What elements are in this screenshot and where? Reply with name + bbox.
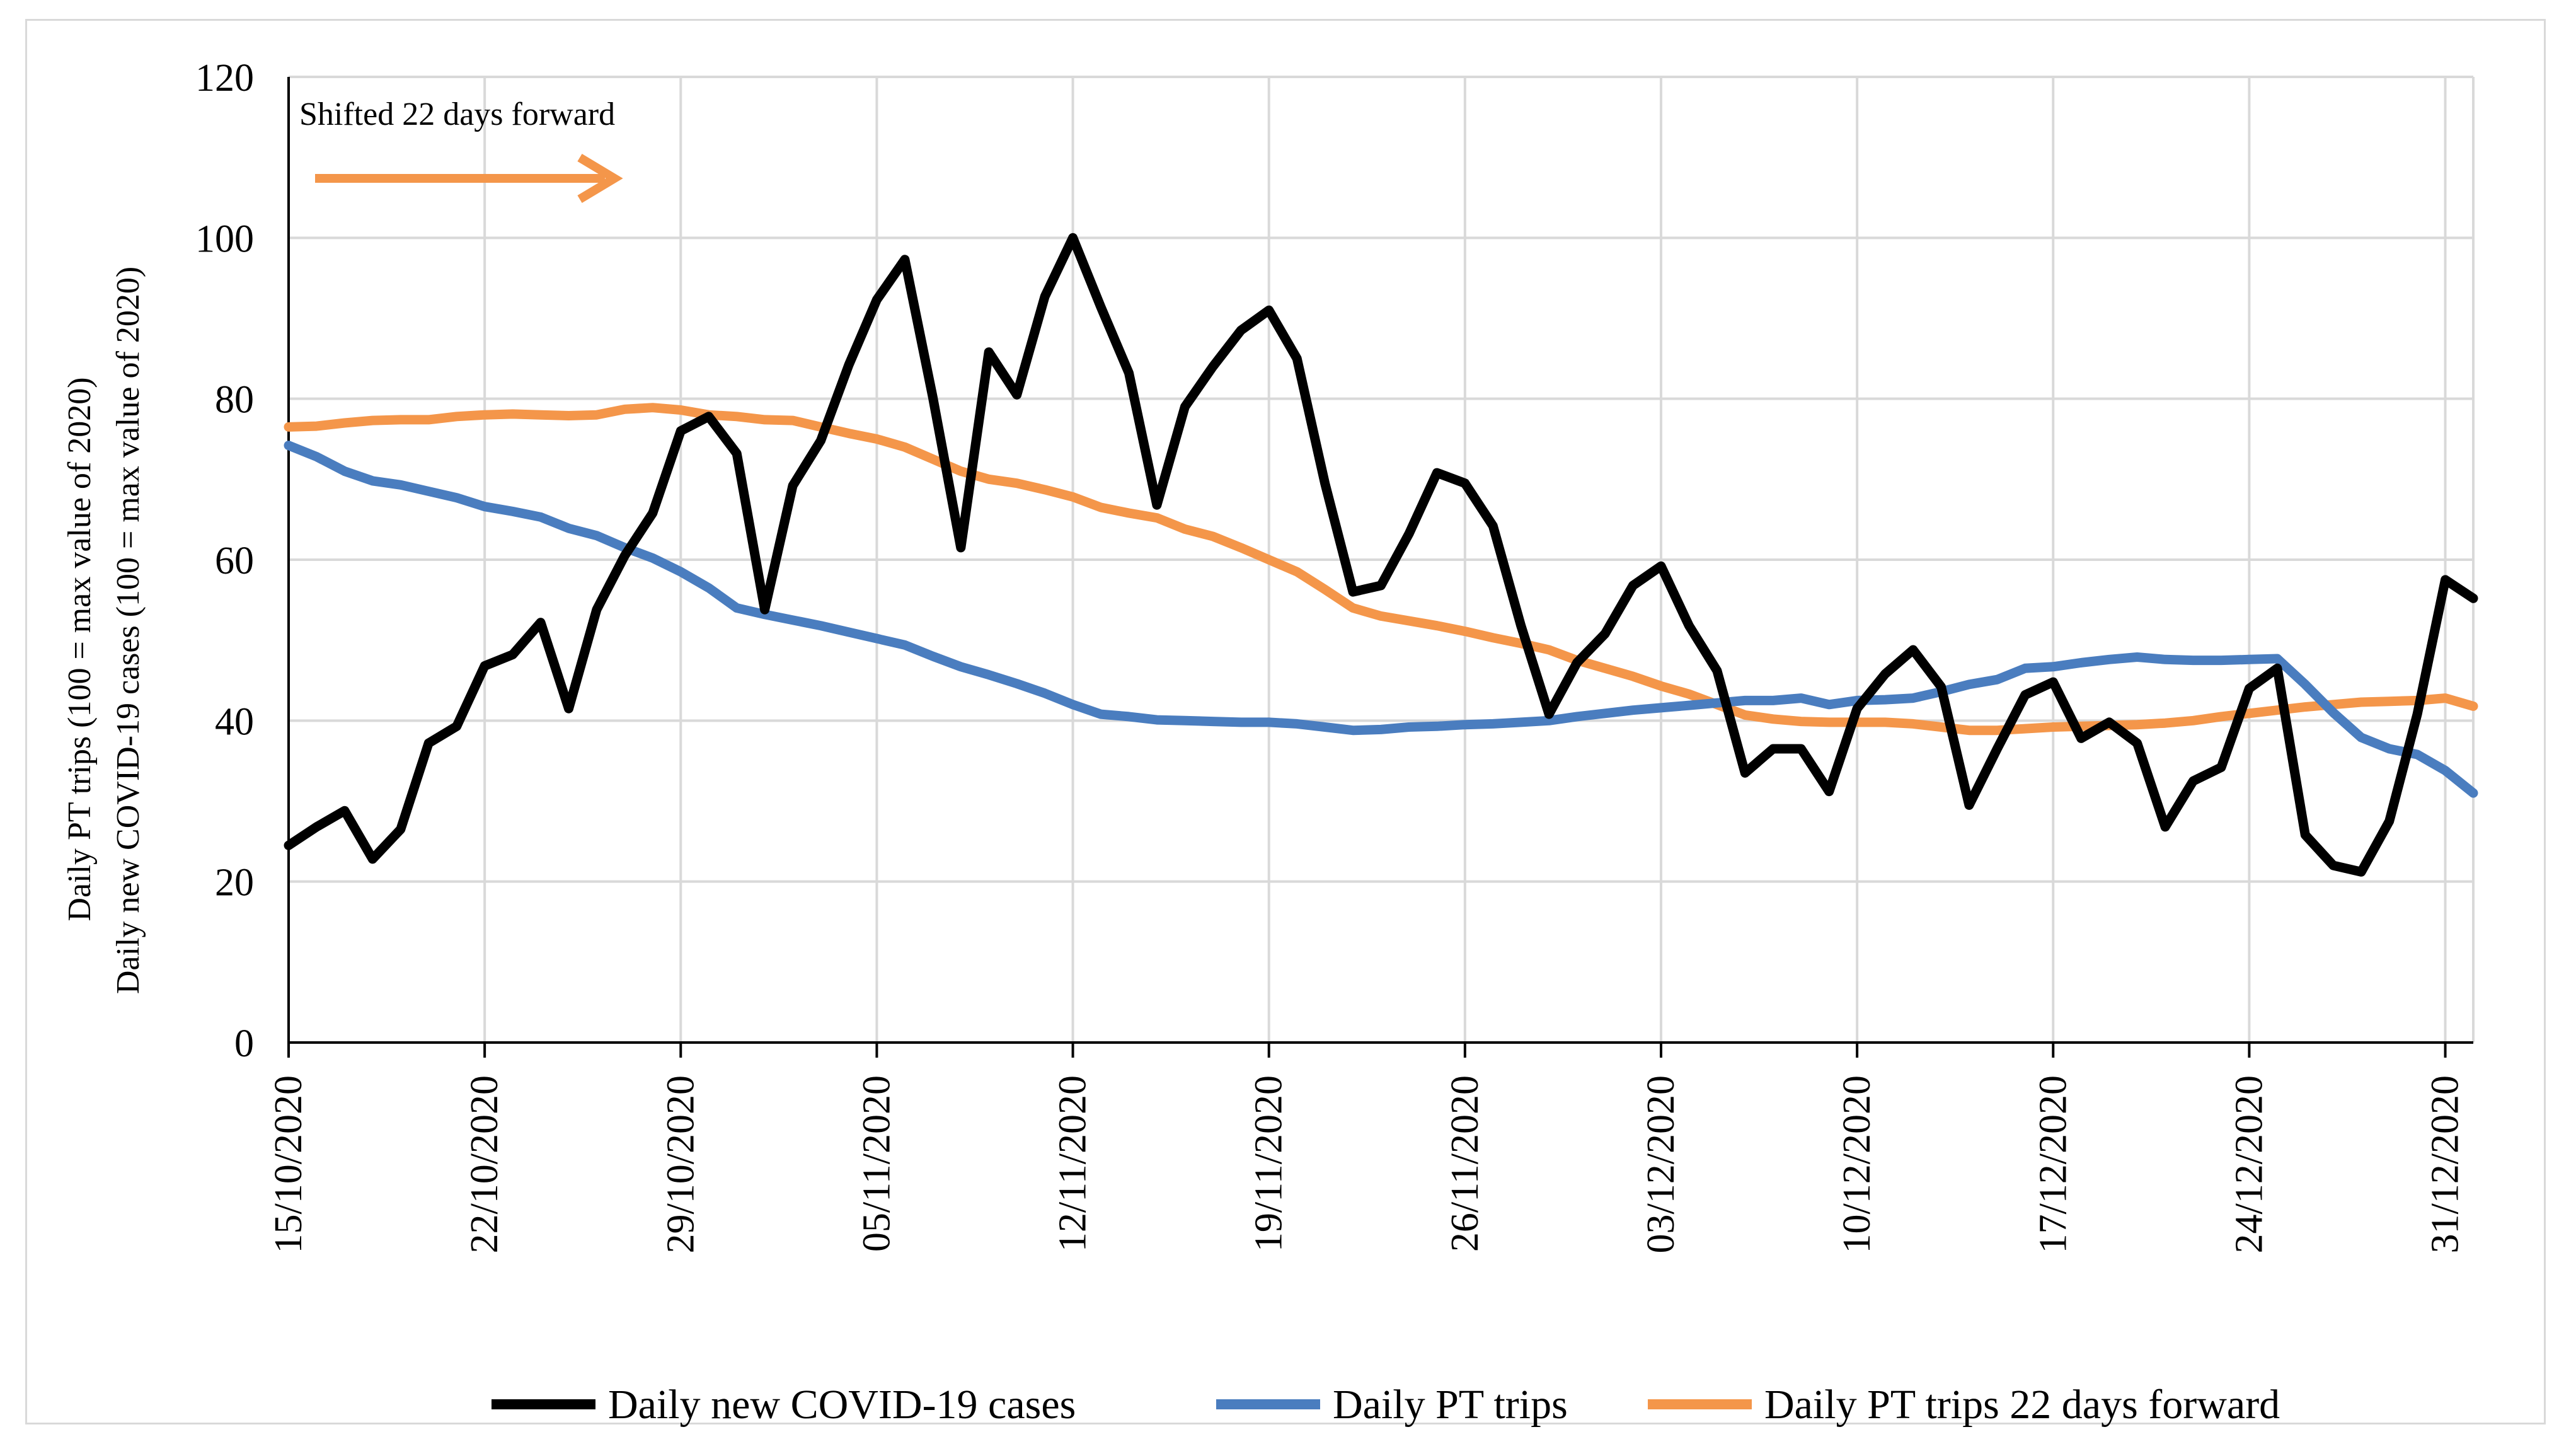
series-line-1 bbox=[284, 441, 2478, 798]
x-tick-label: 19/11/2020 bbox=[1248, 1075, 1291, 1252]
x-tick-label: 22/10/2020 bbox=[463, 1075, 506, 1253]
y-tick-label: 0 bbox=[234, 1022, 254, 1065]
annotation-arrow-head bbox=[577, 153, 623, 204]
x-tick-label: 17/12/2020 bbox=[2032, 1075, 2074, 1253]
x-tick-label: 29/10/2020 bbox=[659, 1075, 702, 1253]
grid-lines bbox=[289, 76, 2475, 1043]
x-tick-label: 12/11/2020 bbox=[1052, 1075, 1095, 1252]
x-tick-label: 26/11/2020 bbox=[1444, 1075, 1486, 1252]
y-axis-title-line-2: Daily new COVID-19 cases (100 = max valu… bbox=[110, 267, 146, 994]
x-tick-label: 15/10/2020 bbox=[267, 1075, 310, 1253]
series-lines bbox=[284, 233, 2478, 877]
series-line-0 bbox=[284, 233, 2478, 877]
y-tick-label: 20 bbox=[215, 862, 254, 904]
shift-annotation: Shifted 22 days forward bbox=[299, 96, 623, 204]
legend: Daily new COVID-19 cases Daily PT trips Da… bbox=[492, 1382, 2280, 1428]
annotation-text: Shifted 22 days forward bbox=[299, 96, 615, 132]
y-tick-label: 120 bbox=[195, 57, 254, 100]
x-tick-label: 24/12/2020 bbox=[2228, 1075, 2270, 1253]
y-axis-title-line-1: Daily PT trips (100 = max value of 2020) bbox=[62, 377, 98, 921]
legend-label-1: Daily PT trips bbox=[1333, 1382, 1568, 1428]
legend-label-2: Daily PT trips 22 days forward bbox=[1764, 1382, 2280, 1428]
y-tick-label: 80 bbox=[215, 379, 254, 422]
x-tick-label: 10/12/2020 bbox=[1836, 1075, 1878, 1253]
x-tick-label: 05/11/2020 bbox=[855, 1075, 898, 1252]
legend-label-0: Daily new COVID-19 cases bbox=[608, 1382, 1076, 1428]
chart-frame bbox=[25, 19, 2546, 1424]
y-tick-label: 40 bbox=[215, 700, 254, 743]
y-tick-label: 60 bbox=[215, 540, 254, 582]
y-axis: 0 20 40 60 80 100 120 bbox=[195, 57, 290, 1065]
x-tick-label: 03/12/2020 bbox=[1640, 1075, 1682, 1253]
x-tick-label: 31/12/2020 bbox=[2424, 1075, 2467, 1253]
x-axis: 15/10/2020 22/10/2020 29/10/2020 05/11/2020… bbox=[267, 1041, 2473, 1253]
y-tick-label: 100 bbox=[195, 217, 254, 260]
